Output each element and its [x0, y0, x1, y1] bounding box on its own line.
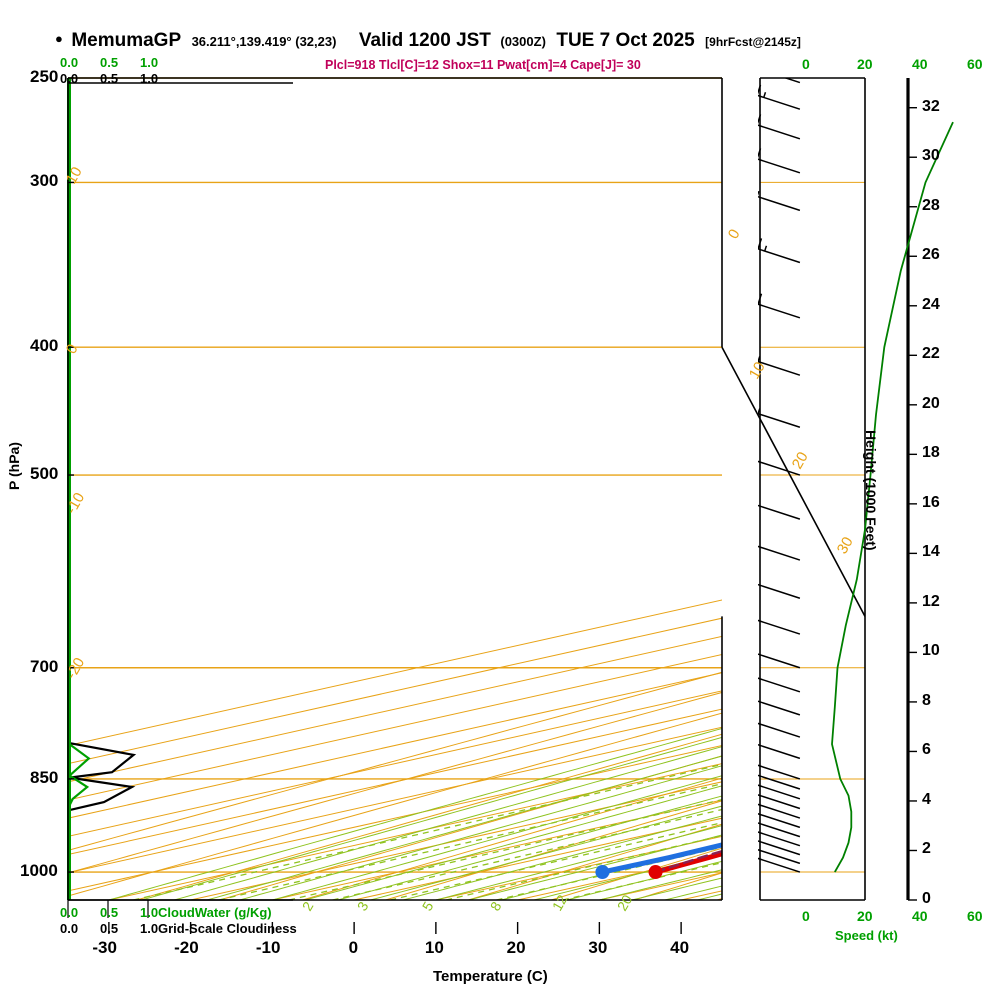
- wind-barb: [758, 114, 801, 140]
- wind-barb: [758, 583, 801, 599]
- wind-barb: [758, 191, 801, 212]
- wind-barb: [758, 822, 801, 838]
- grid-label: 0: [725, 226, 744, 242]
- wind-barb-column: [758, 78, 801, 873]
- grid-label: 20: [789, 449, 812, 472]
- wind-barb: [758, 293, 801, 319]
- wind-barb: [758, 857, 801, 873]
- grid-label: 12: [549, 892, 571, 914]
- grid-line-labels: 10 0 -10 -20 0 10 20 30 2 3 5 8 12 20: [63, 164, 857, 913]
- cloud-profile-curves: [67, 78, 293, 901]
- plot-frame: [67, 77, 910, 901]
- wind-barb: [758, 803, 801, 819]
- wind-barb: [758, 764, 801, 780]
- grid-label: 10: [746, 359, 769, 382]
- wind-barb: [758, 677, 801, 693]
- wind-barb: [758, 848, 801, 865]
- grid-label: -20: [63, 655, 89, 682]
- valid-time-utc: (0300Z): [500, 34, 546, 49]
- grid-label: 3: [354, 899, 372, 914]
- station-name: MemumaGP: [71, 30, 182, 51]
- height-axis-title: Height (1000 Feet): [863, 430, 879, 551]
- grid-label: 0: [63, 341, 82, 357]
- cloudiness-axis-title: Grid-Scale Cloudiness: [158, 921, 297, 936]
- wind-barb: [758, 743, 801, 760]
- station-coords: 36.211°,139.419° (32,23): [191, 34, 337, 49]
- isobar-lines: [68, 77, 865, 873]
- sounding-stats-line: Plcl=918 Tlcl[C]=12 Shox=11 Pwat[cm]=4 C…: [325, 58, 641, 72]
- wind-barb: [758, 238, 801, 264]
- wind-barb: [758, 812, 801, 829]
- grid-label: 20: [614, 892, 636, 914]
- axis-ticks: [67, 77, 917, 934]
- wind-barb: [758, 408, 801, 428]
- header-row: ● MemumaGP 36.211°,139.419° (32,23) Vali…: [55, 30, 801, 52]
- grid-label: -10: [63, 490, 89, 517]
- station-marker-icon: ●: [55, 31, 63, 46]
- grid-label: 8: [487, 899, 505, 914]
- pressure-axis-title: P (hPa): [6, 442, 22, 490]
- wind-barb: [758, 545, 801, 561]
- wind-barb: [758, 84, 801, 110]
- wind-barb: [758, 653, 801, 669]
- grid-label: 30: [834, 534, 857, 557]
- valid-date: TUE 7 Oct 2025: [556, 30, 695, 51]
- valid-time: Valid 1200 JST: [358, 30, 491, 51]
- wind-barb: [783, 78, 801, 84]
- wind-barb: [758, 619, 801, 635]
- wind-barb: [758, 840, 801, 856]
- cloudwater-axis-title: CloudWater (g/Kg): [158, 905, 272, 920]
- temperature-axis-title: Temperature (C): [433, 968, 548, 985]
- wind-barb: [758, 356, 801, 376]
- wind-barb: [758, 148, 801, 174]
- grid-label: 5: [419, 899, 437, 914]
- wind-speed-curve: [831, 121, 954, 873]
- mixing-ratio-lines: [133, 346, 722, 900]
- sounding-trace-curves: [595, 119, 722, 880]
- grid-label: 10: [63, 164, 86, 187]
- wind-barb: [758, 774, 801, 790]
- wind-barb: [758, 460, 801, 476]
- wind-barb: [758, 722, 801, 738]
- wind-barb: [758, 831, 801, 847]
- wind-barb: [758, 784, 801, 800]
- dry-adiabat-lines: [68, 95, 722, 900]
- grid-label: 2: [299, 899, 317, 914]
- wind-barb: [758, 504, 801, 520]
- isotherm-lines: [68, 78, 722, 900]
- forecast-tag: [9hrFcst@2145z]: [705, 35, 801, 49]
- wind-barb: [758, 794, 801, 810]
- speed-axis-title: Speed (kt): [835, 928, 898, 943]
- wind-barb: [758, 700, 801, 716]
